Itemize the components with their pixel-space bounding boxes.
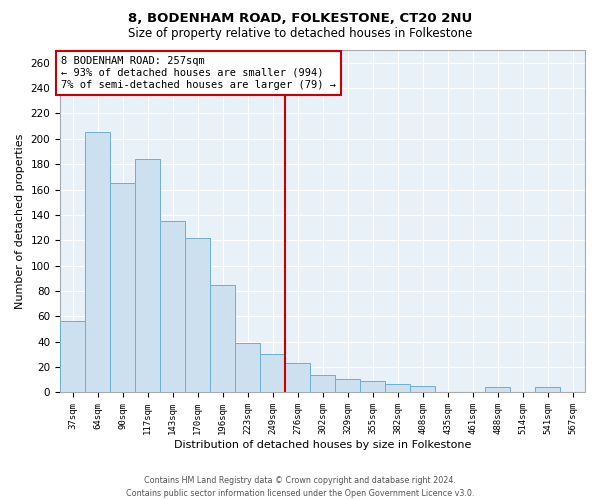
Bar — [260, 354, 285, 393]
Bar — [210, 284, 235, 393]
Bar — [235, 343, 260, 392]
Bar — [110, 183, 135, 392]
Bar — [485, 388, 510, 392]
Y-axis label: Number of detached properties: Number of detached properties — [15, 134, 25, 309]
Bar — [310, 374, 335, 392]
Bar — [385, 384, 410, 392]
Bar — [160, 221, 185, 392]
Bar — [535, 388, 560, 392]
Text: 8, BODENHAM ROAD, FOLKESTONE, CT20 2NU: 8, BODENHAM ROAD, FOLKESTONE, CT20 2NU — [128, 12, 472, 26]
Bar — [185, 238, 210, 392]
X-axis label: Distribution of detached houses by size in Folkestone: Distribution of detached houses by size … — [174, 440, 471, 450]
Bar — [135, 159, 160, 392]
Bar — [285, 364, 310, 392]
Bar — [85, 132, 110, 392]
Text: Size of property relative to detached houses in Folkestone: Size of property relative to detached ho… — [128, 28, 472, 40]
Text: Contains HM Land Registry data © Crown copyright and database right 2024.
Contai: Contains HM Land Registry data © Crown c… — [126, 476, 474, 498]
Bar — [360, 381, 385, 392]
Bar — [60, 322, 85, 392]
Bar — [410, 386, 435, 392]
Text: 8 BODENHAM ROAD: 257sqm
← 93% of detached houses are smaller (994)
7% of semi-de: 8 BODENHAM ROAD: 257sqm ← 93% of detache… — [61, 56, 336, 90]
Bar — [335, 378, 360, 392]
